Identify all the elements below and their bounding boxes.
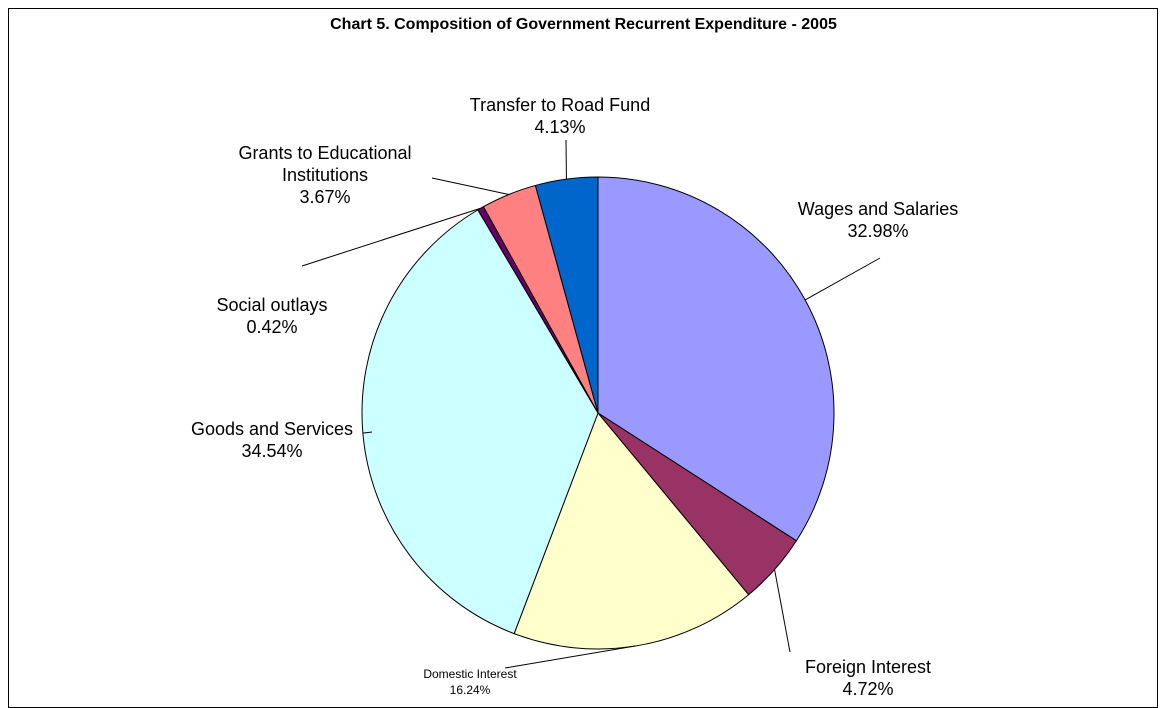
slice-name: Transfer to Road Fund (430, 94, 690, 116)
slice-value: 0.42% (172, 316, 372, 338)
slice-name: Foreign Interest (768, 656, 968, 678)
slice-name: Social outlays (172, 294, 372, 316)
slice-name: Domestic Interest (390, 666, 550, 682)
leader-line (505, 646, 637, 668)
slice-name: Goods and Services (152, 418, 392, 440)
leader-line (775, 570, 790, 652)
slice-name: Grants to Educational Institutions (205, 142, 445, 186)
leader-line (805, 258, 880, 300)
slice-value: 16.24% (390, 682, 550, 698)
slice-value: 3.67% (205, 186, 445, 208)
slice-value: 32.98% (748, 220, 1008, 242)
slice-value: 34.54% (152, 440, 392, 462)
slice-value: 4.13% (430, 116, 690, 138)
slice-value: 4.72% (768, 678, 968, 700)
slice-name: Wages and Salaries (748, 198, 1008, 220)
